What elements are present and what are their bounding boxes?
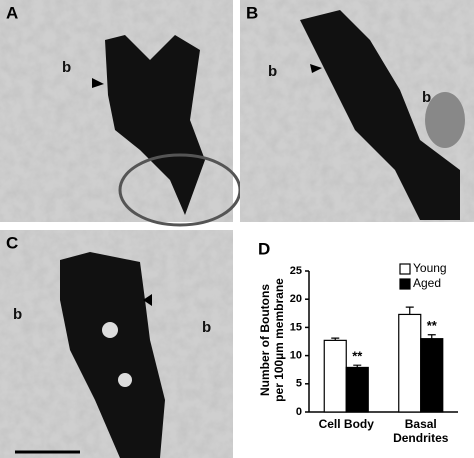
x-tick-label: Basal Dendrites — [393, 417, 449, 445]
bouton-label: b — [202, 319, 211, 336]
bar — [420, 338, 444, 413]
y-axis-title: Number of Boutons per 100µm membrane — [258, 278, 286, 402]
y-tick-label: 15 — [290, 321, 302, 333]
panel-label: B — [246, 3, 258, 22]
y-tick-label: 20 — [290, 293, 302, 305]
significance-label: ** — [352, 349, 363, 364]
bouton-label: b — [268, 63, 277, 80]
error-bar — [405, 306, 414, 315]
bar — [323, 339, 347, 413]
legend-swatch — [399, 263, 411, 275]
micrograph-a — [0, 0, 242, 227]
legend-label: Young — [413, 261, 447, 275]
legend-swatch — [399, 278, 411, 290]
y-axis-title-line: Number of Boutons — [258, 284, 272, 396]
panel-label: A — [6, 3, 18, 22]
y-tick-label: 25 — [290, 265, 302, 277]
y-tick-label: 10 — [290, 350, 302, 362]
bouton-label: b — [62, 59, 71, 76]
bar — [345, 366, 369, 413]
x-tick-label: Cell Body — [318, 417, 374, 431]
bar — [398, 313, 422, 413]
error-bar — [427, 334, 436, 339]
bouton-label: b — [13, 306, 22, 323]
panel-label: C — [6, 233, 18, 252]
error-bar — [353, 364, 362, 368]
significance-label: ** — [427, 318, 438, 333]
y-tick-label: 0 — [296, 406, 302, 418]
error-bar — [331, 337, 340, 341]
panel-label: D — [258, 239, 270, 258]
y-axis-title-line: per 100µm membrane — [272, 278, 286, 402]
y-tick-label: 5 — [296, 378, 302, 390]
legend-label: Aged — [413, 276, 441, 290]
micrograph-b — [240, 0, 474, 222]
micrograph-c — [0, 230, 233, 458]
bouton-label: b — [422, 89, 431, 106]
